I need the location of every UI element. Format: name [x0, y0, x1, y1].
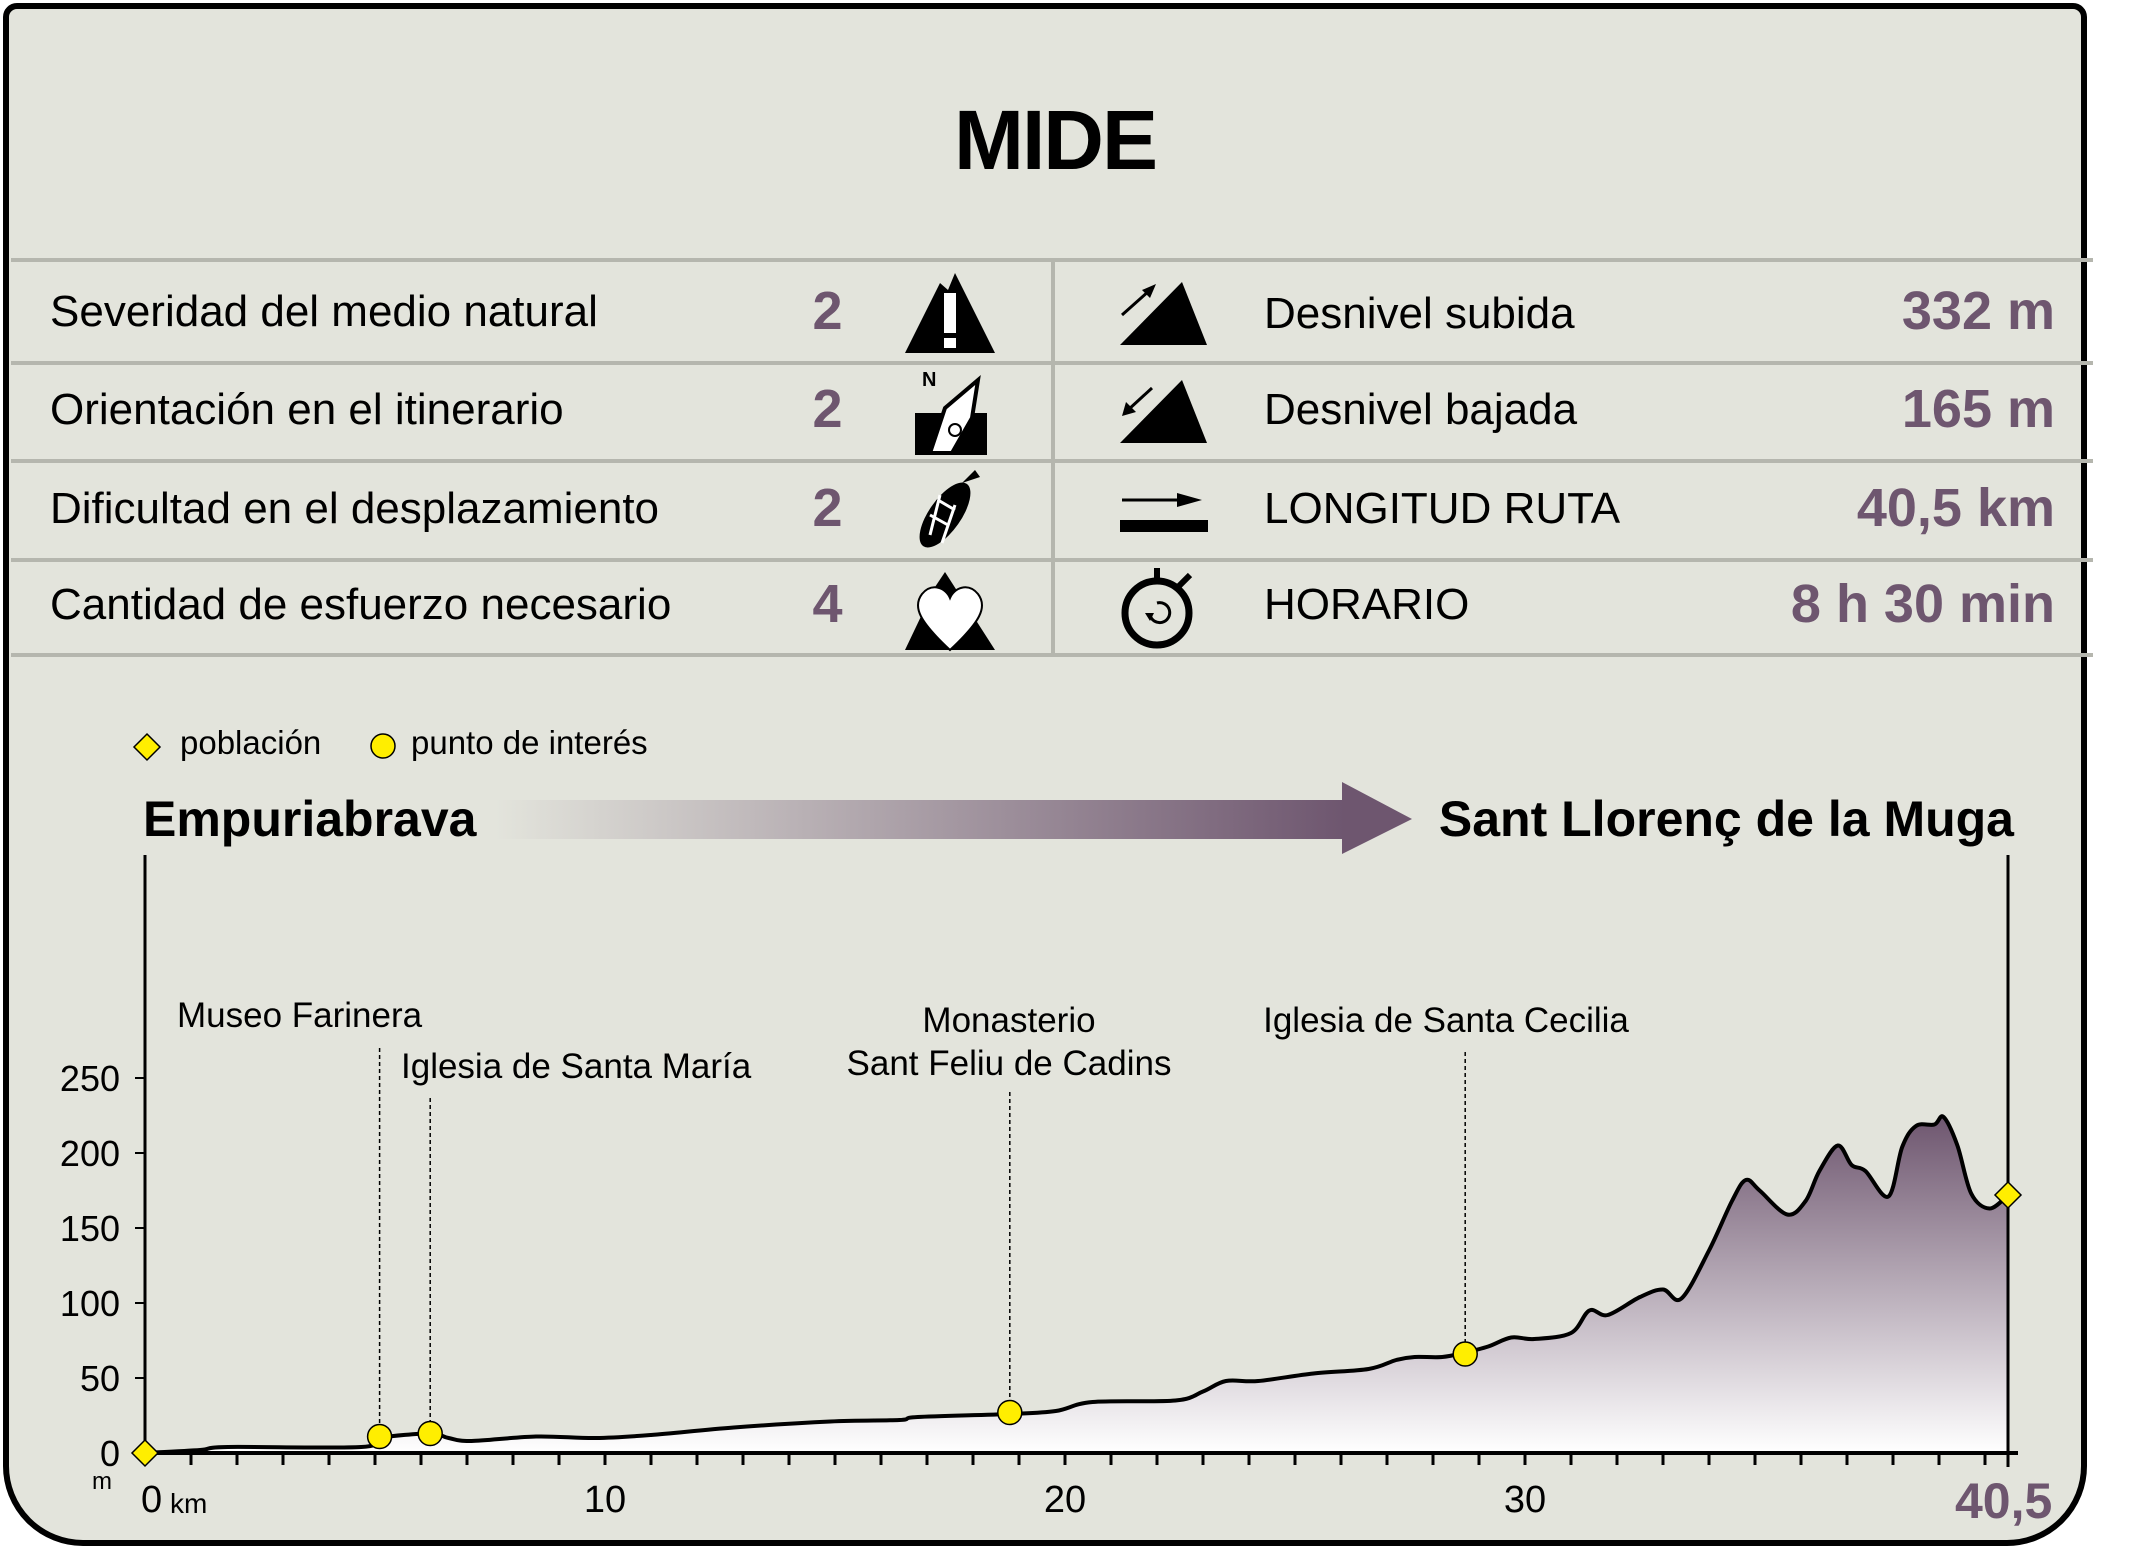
town-diamond-icon: [132, 732, 162, 762]
mide-label-orientation: Orientación en el itinerario: [50, 385, 564, 434]
svg-text:N: N: [922, 369, 936, 391]
x-tick-label: 30: [1504, 1479, 1546, 1521]
mide-value-effort: 4: [812, 574, 843, 634]
y-tick-label: 250: [60, 1058, 120, 1099]
stat-value-length: 40,5 km: [1856, 478, 2055, 538]
route-start: Empuriabrava: [143, 791, 477, 847]
mountain-warning-icon: [905, 273, 995, 353]
legend-town: población: [180, 724, 322, 761]
poi-label-iglesia-santa-maria: Iglesia de Santa María: [401, 1047, 752, 1086]
stat-label-ascent: Desnivel subida: [1264, 289, 1575, 338]
stat-value-descent: 165 m: [1901, 379, 2055, 439]
stopwatch-icon: [1121, 568, 1193, 649]
x-tick-label: 20: [1044, 1479, 1086, 1521]
poi-label-museo-farinera: Museo Farinera: [177, 996, 423, 1035]
mide-value-severity: 2: [812, 281, 843, 341]
y-tick-label: 200: [60, 1133, 120, 1174]
stat-label-descent: Desnivel bajada: [1264, 385, 1578, 434]
ascent-icon: [1120, 282, 1207, 345]
heart-mountain-icon: [905, 572, 995, 652]
boot-sole-icon: [919, 470, 980, 548]
town-marker: [1993, 1180, 2023, 1210]
poi-marker: [997, 1399, 1023, 1426]
compass-north-icon: N: [915, 369, 987, 455]
page-title: MIDE: [954, 93, 1158, 187]
stat-value-time: 8 h 30 min: [1790, 574, 2055, 634]
route-end: Sant Llorenç de la Muga: [1438, 791, 2014, 847]
y-tick-label: 0: [100, 1433, 120, 1474]
town-marker: [130, 1438, 160, 1468]
mide-label-severity: Severidad del medio natural: [50, 287, 598, 336]
x-axis-unit: km: [170, 1488, 208, 1519]
stat-value-ascent: 332 m: [1901, 281, 2055, 341]
y-axis-unit: m: [92, 1468, 112, 1495]
descent-icon: [1120, 380, 1207, 443]
profile-area: [145, 1116, 2008, 1453]
poi-label-monasterio-1: Monasterio: [922, 1001, 1096, 1040]
x-tick-label: 0: [141, 1479, 162, 1521]
x-end-label: 40,5: [1955, 1473, 2053, 1529]
route-direction-arrow: [495, 782, 1412, 854]
mide-value-difficulty: 2: [812, 478, 843, 538]
divider: [1051, 260, 1055, 657]
y-tick-label: 150: [60, 1208, 120, 1249]
poi-circle-icon: [370, 733, 396, 759]
stat-label-time: HORARIO: [1264, 580, 1470, 629]
poi-label-santa-cecilia: Iglesia de Santa Cecilia: [1263, 1001, 1629, 1040]
y-tick-label: 50: [80, 1358, 120, 1399]
poi-marker: [1452, 1341, 1478, 1367]
mide-value-orientation: 2: [812, 379, 843, 439]
poi-label-monasterio-2: Sant Feliu de Cadins: [846, 1044, 1172, 1083]
poi-marker: [417, 1420, 443, 1447]
y-tick-label: 100: [60, 1283, 120, 1324]
x-tick-label: 10: [584, 1479, 626, 1521]
poi-marker: [366, 1423, 393, 1450]
stat-label-length: LONGITUD RUTA: [1264, 484, 1621, 533]
mide-label-difficulty: Dificultad en el desplazamiento: [50, 484, 660, 533]
legend-poi: punto de interés: [411, 724, 648, 761]
distance-arrow-icon: [1120, 493, 1208, 532]
mide-label-effort: Cantidad de esfuerzo necesario: [50, 580, 672, 629]
